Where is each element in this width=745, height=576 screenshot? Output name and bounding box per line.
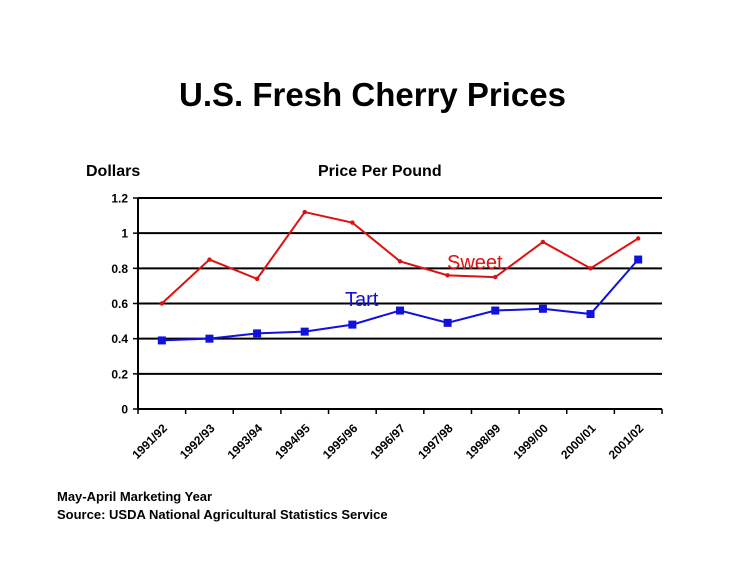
tart-point [634,255,643,264]
tart-point [205,334,214,343]
sweet-point [540,239,546,245]
sweet-point [350,220,355,225]
sweet-point [588,266,593,271]
footnote-source: Source: USDA National Agricultural Stati… [57,507,388,522]
y-tick-label: 1.2 [111,192,128,206]
sweet-point [207,257,212,262]
sweet-point [635,236,641,241]
x-tick-label: 1993/94 [225,421,266,462]
slide-title: U.S. Fresh Cherry Prices [178,76,566,113]
tart-point [491,306,500,315]
x-tick-label: 1992/93 [177,421,218,462]
x-tick-label: 1991/92 [129,421,170,462]
y-axis-label: Dollars [86,163,141,180]
tart-point [348,320,357,329]
tart-series-label: Tart [345,289,379,311]
y-tick-label: 0.8 [111,262,128,276]
tart-point [538,304,547,313]
x-tick-label: 1996/97 [368,421,409,462]
sweet-series-line [161,210,639,305]
sweet-point [159,301,165,306]
y-tick-label: 0.6 [111,297,128,311]
sweet-point [445,273,450,278]
x-tick-label: 1998/99 [463,421,504,462]
sweet-point [397,259,403,264]
tart-point [300,327,309,336]
x-tick-label: 1995/96 [320,421,361,462]
x-tick-label: 1997/98 [415,421,456,462]
y-tick-label: 0 [121,403,128,417]
x-tick-label: 1994/95 [272,421,313,462]
tart-point [586,310,595,319]
x-tick-label: 2000/01 [558,421,599,462]
tart-point [157,336,166,345]
footnote-marketing-year: May-April Marketing Year [57,489,213,504]
sweet-point [302,209,307,215]
sweet-point [254,276,260,282]
y-tick-label: 1 [121,227,128,241]
tart-point [443,318,452,327]
sweet-point [493,274,498,280]
tart-point [253,329,262,338]
sweet-series-label: Sweet [447,252,503,274]
tart-point [396,306,404,315]
y-tick-label: 0.2 [111,367,128,381]
y-tick-label: 0.4 [111,332,128,346]
x-tick-label: 1999/00 [510,421,551,462]
chart-title: Price Per Pound [318,163,442,180]
x-tick-label: 2001/02 [606,421,647,462]
tart-series-line [161,258,639,342]
